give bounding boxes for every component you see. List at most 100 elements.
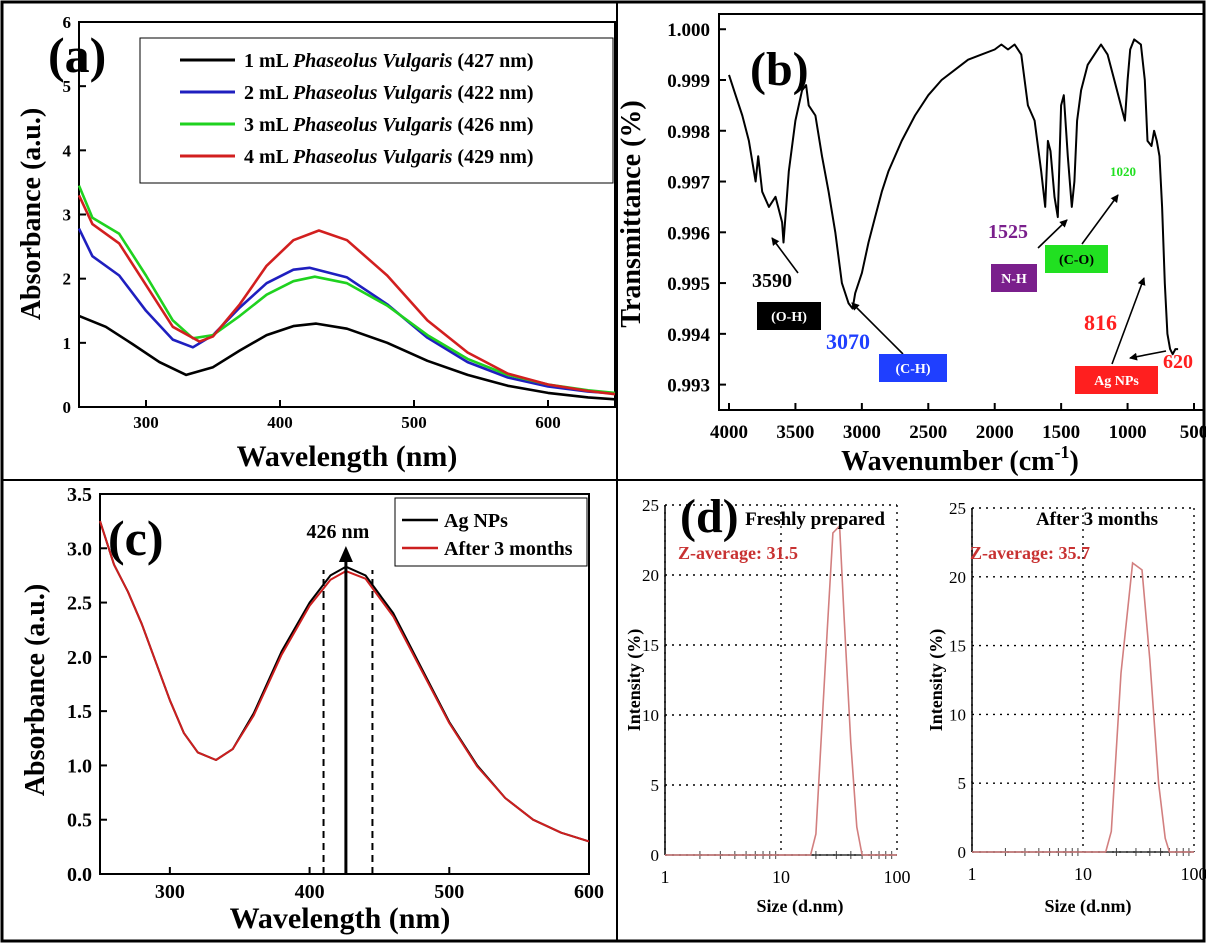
a-ytick-label: 5: [63, 77, 72, 96]
d-subplot-title: After 3 months: [1036, 509, 1158, 530]
d-size-distribution: [972, 561, 1194, 853]
c-peak-arrowhead: [338, 546, 353, 562]
b-annotation-arrow: [851, 302, 904, 355]
b-annotation-box: [879, 354, 947, 382]
c-ytick-label: 1.5: [67, 701, 92, 723]
b-annotation-arrow: [1111, 277, 1146, 365]
a-legend-label: 3 mL Phaseolus Vulgaris (426 nm): [244, 114, 534, 136]
d-ytick-label: 10: [949, 705, 966, 724]
b-xtick-label: 500: [1180, 422, 1206, 443]
c-legend-label: After 3 months: [444, 538, 573, 560]
b-annotation-value: 816: [1084, 310, 1117, 335]
panel-a: (a) 300 400 500 600 0 1 2 3 4 5 6 1 mL Phaseolus V…: [16, 13, 616, 473]
d-ylabel: Intensity (%): [624, 629, 645, 732]
c-xtick-label: 500: [434, 881, 464, 903]
b-annotation-box: [1075, 366, 1158, 394]
panel-a-ylabel: Absorbance (a.u.): [16, 108, 47, 320]
d-subplot: 0 5 10 15 20 25 1 10 100 Freshly prepared Z-averag…: [624, 496, 911, 917]
a-ytick-label: 6: [63, 13, 72, 32]
d-ytick-label: 25: [642, 496, 659, 515]
b-annotation-box: [757, 302, 821, 330]
d-ytick-label: 15: [642, 636, 659, 655]
panel-c-ylabel: Absorbance (a.u.): [20, 584, 51, 796]
panel-c-legend: [394, 497, 588, 567]
a-ytick-label: 4: [63, 141, 72, 160]
a-legend-label: 1 mL Phaseolus Vulgaris (427 nm): [244, 50, 534, 72]
panel-d-label: (d): [680, 490, 739, 543]
b-annotation-box: [1045, 245, 1108, 273]
b-annotation-group: (O-H): [771, 310, 807, 325]
c-ytick-label: 1.0: [67, 755, 92, 777]
b-ytick-label: 0.994: [667, 325, 710, 346]
b-ytick-label: 0.999: [667, 71, 710, 92]
d-xlabel: Size (d.nm): [757, 896, 844, 917]
b-ytick-label: 1.000: [667, 20, 710, 41]
a-xtick-label: 300: [133, 413, 159, 432]
a-ytick-label: 2: [63, 270, 72, 289]
b-xtick-label: 1000: [1109, 422, 1147, 443]
a-series-line: [77, 194, 616, 396]
d-xlabel: Size (d.nm): [1045, 896, 1132, 917]
c-ytick-label: 2.0: [67, 647, 92, 669]
c-xtick-label: 600: [574, 881, 604, 903]
c-xtick-label: 300: [155, 881, 185, 903]
b-xtick-label: 1500: [1042, 422, 1080, 443]
d-subplot-title: Freshly prepared: [745, 509, 885, 530]
d-ytick-label: 5: [958, 774, 967, 793]
b-annotation-group: Ag NPs: [1094, 374, 1139, 389]
c-series-line: [99, 520, 590, 843]
c-ytick-label: 0.0: [67, 864, 92, 886]
panel-c-xlabel: Wavelength (nm): [230, 902, 451, 935]
b-annotation-group: (C-O): [1059, 253, 1094, 268]
d-ytick-label: 15: [949, 637, 966, 656]
d-ytick-label: 20: [949, 568, 966, 587]
d-ytick-label: 0: [651, 846, 660, 865]
panel-b-xlabel: Wavenumber (cm-1): [841, 442, 1079, 477]
b-annotation-value: 1525: [988, 221, 1028, 243]
b-annotation-arrow: [1037, 219, 1068, 249]
b-annotation-arrow: [1129, 350, 1167, 361]
b-xtick-label: 3500: [776, 422, 814, 443]
c-xtick-label: 400: [295, 881, 325, 903]
d-xtick-label: 1: [661, 867, 670, 887]
d-ytick-label: 5: [651, 776, 660, 795]
d-subplot: 0 5 10 15 20 25 1 10 100 After 3 months Z-average:…: [926, 499, 1206, 917]
d-ytick-label: 0: [958, 843, 967, 862]
b-xtick-label: 3000: [843, 422, 881, 443]
d-ytick-label: 25: [949, 499, 966, 518]
a-xtick-label: 600: [535, 413, 561, 432]
d-xtick-label: 100: [1181, 864, 1206, 884]
c-peak-label: 426 nm: [306, 521, 369, 543]
panel-b-label: (b): [750, 43, 809, 96]
b-ytick-label: 0.995: [667, 274, 710, 295]
d-ylabel: Intensity (%): [926, 629, 947, 732]
a-xtick-label: 500: [401, 413, 427, 432]
b-annotation-arrow: [1081, 194, 1119, 245]
panel-b: (b) 4000 3500 3000 2500 2000 1500 1000 500 0.993…: [616, 13, 1206, 477]
b-series-line: [728, 38, 1179, 356]
d-size-distribution: [665, 524, 897, 856]
b-ytick-label: 0.993: [667, 376, 710, 397]
b-ytick-label: 0.998: [667, 122, 710, 143]
d-xtick-label: 100: [884, 867, 911, 887]
c-ytick-label: 3.0: [67, 538, 92, 560]
b-annotation-group: N-H: [1001, 272, 1027, 287]
d-zaverage: Z-average: 31.5: [678, 543, 798, 563]
c-ytick-label: 3.5: [67, 484, 92, 506]
c-legend-label: Ag NPs: [444, 510, 508, 532]
a-ytick-label: 0: [63, 398, 72, 417]
a-series-line: [77, 228, 616, 395]
panel-a-legend: [139, 37, 614, 184]
a-ytick-label: 3: [63, 206, 72, 225]
c-ytick-label: 0.5: [67, 810, 92, 832]
c-ytick-label: 2.5: [67, 593, 92, 615]
d-xtick-label: 1: [968, 864, 977, 884]
a-ytick-label: 1: [63, 334, 72, 353]
b-xtick-label: 4000: [710, 422, 748, 443]
a-legend-label: 2 mL Phaseolus Vulgaris (422 nm): [244, 82, 534, 104]
a-legend-label: 4 mL Phaseolus Vulgaris (429 nm): [244, 146, 534, 168]
a-series-line: [78, 314, 616, 401]
